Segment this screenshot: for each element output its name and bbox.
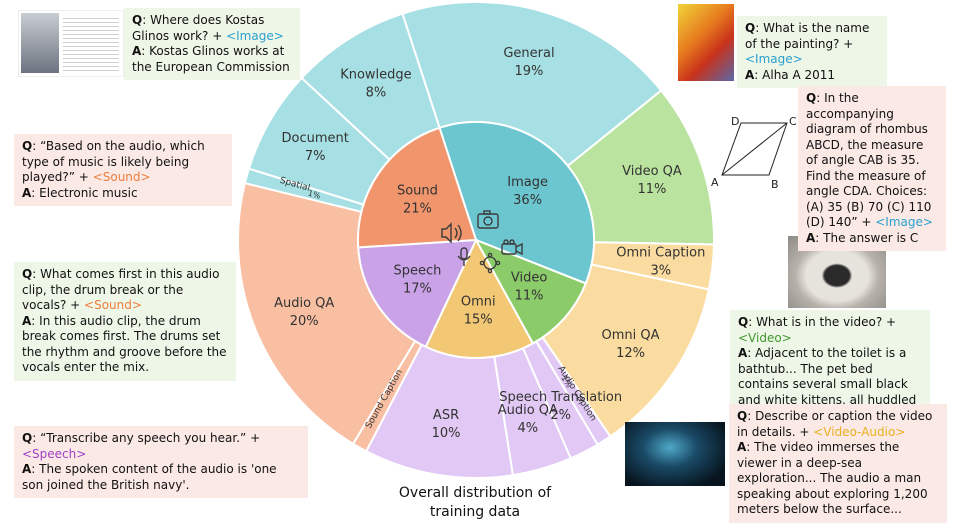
inner-label-video: Video xyxy=(511,270,547,285)
inner-value-speech: 17% xyxy=(403,281,432,296)
deep-sea-image xyxy=(625,422,725,486)
outer-label-omni-caption: Omni Caption xyxy=(616,246,705,261)
outer-label-speech-translation: Speech Translation xyxy=(499,390,622,405)
rhombus-diagram xyxy=(721,122,788,176)
diagram-label-d: D xyxy=(731,115,739,128)
outer-label-audio-qa: Audio QA xyxy=(274,296,334,311)
inner-value-video: 11% xyxy=(515,288,544,303)
inner-label-sound: Sound xyxy=(397,184,438,199)
inner-label-image: Image xyxy=(507,175,548,190)
outer-value-general: 19% xyxy=(515,64,544,79)
camera-icon xyxy=(477,210,499,229)
diagram-label-b: B xyxy=(771,178,779,191)
outer-label-audio-qa: Audio QA xyxy=(498,403,558,418)
outer-label-knowledge: Knowledge xyxy=(340,68,411,83)
portrait-image xyxy=(18,10,124,77)
outer-value-audio-qa: 4% xyxy=(518,421,539,436)
outer-value-document: 7% xyxy=(305,149,326,164)
outer-label-document: Document xyxy=(282,131,349,146)
chart-title: Overall distribution of training data xyxy=(398,485,552,520)
outer-label-omni-qa: Omni QA xyxy=(602,328,660,343)
qa-card-music: Q: “Based on the audio, which type of mu… xyxy=(14,134,232,206)
outer-label-asr: ASR xyxy=(433,408,459,423)
outer-value-knowledge: 8% xyxy=(366,86,387,101)
microphone-icon xyxy=(457,247,471,266)
inner-value-sound: 21% xyxy=(403,202,432,217)
qa-card-painting: Q: What is the name of the painting? + <… xyxy=(737,16,887,88)
outer-label-video-qa: Video QA xyxy=(622,164,682,179)
outer-value-spatial: 1% xyxy=(307,189,322,201)
qa-card-deepsea: Q: Describe or caption the video in deta… xyxy=(729,404,947,523)
qa-card-speech: Q: “Transcribe any speech you hear.” + <… xyxy=(14,426,308,498)
outer-value-omni-qa: 12% xyxy=(616,346,645,361)
qa-card-rhombus: Q: In the accompanying diagram of rhombu… xyxy=(798,86,946,251)
inner-label-speech: Speech xyxy=(393,263,441,278)
inner-value-omni: 15% xyxy=(464,312,493,327)
inner-value-image: 36% xyxy=(513,193,542,208)
outer-value-video-qa: 11% xyxy=(638,182,667,197)
outer-value-asr: 10% xyxy=(432,426,461,441)
inner-ring xyxy=(357,121,596,359)
diagram-label-c: C xyxy=(789,115,797,128)
outer-ring xyxy=(237,1,715,479)
video-camera-icon xyxy=(501,239,523,256)
inner-label-omni: Omni xyxy=(461,294,496,309)
outer-value-omni-caption: 3% xyxy=(650,264,671,279)
inner-segment-sound xyxy=(357,126,478,249)
diagram-label-a: A xyxy=(711,176,719,189)
omni-icon xyxy=(479,252,501,274)
qa-card-portrait: Q: Where does Kostas Glinos work? + <Ima… xyxy=(124,8,300,80)
outer-label-general: General xyxy=(503,46,554,61)
qa-card-drum: Q: What comes first in this audio clip, … xyxy=(14,262,236,381)
outer-value-speech-translation: 2% xyxy=(550,408,571,423)
painting-image xyxy=(678,4,734,81)
inner-segment-image xyxy=(438,121,596,285)
speaker-icon xyxy=(441,222,462,244)
outer-value-audio-qa: 20% xyxy=(290,314,319,329)
